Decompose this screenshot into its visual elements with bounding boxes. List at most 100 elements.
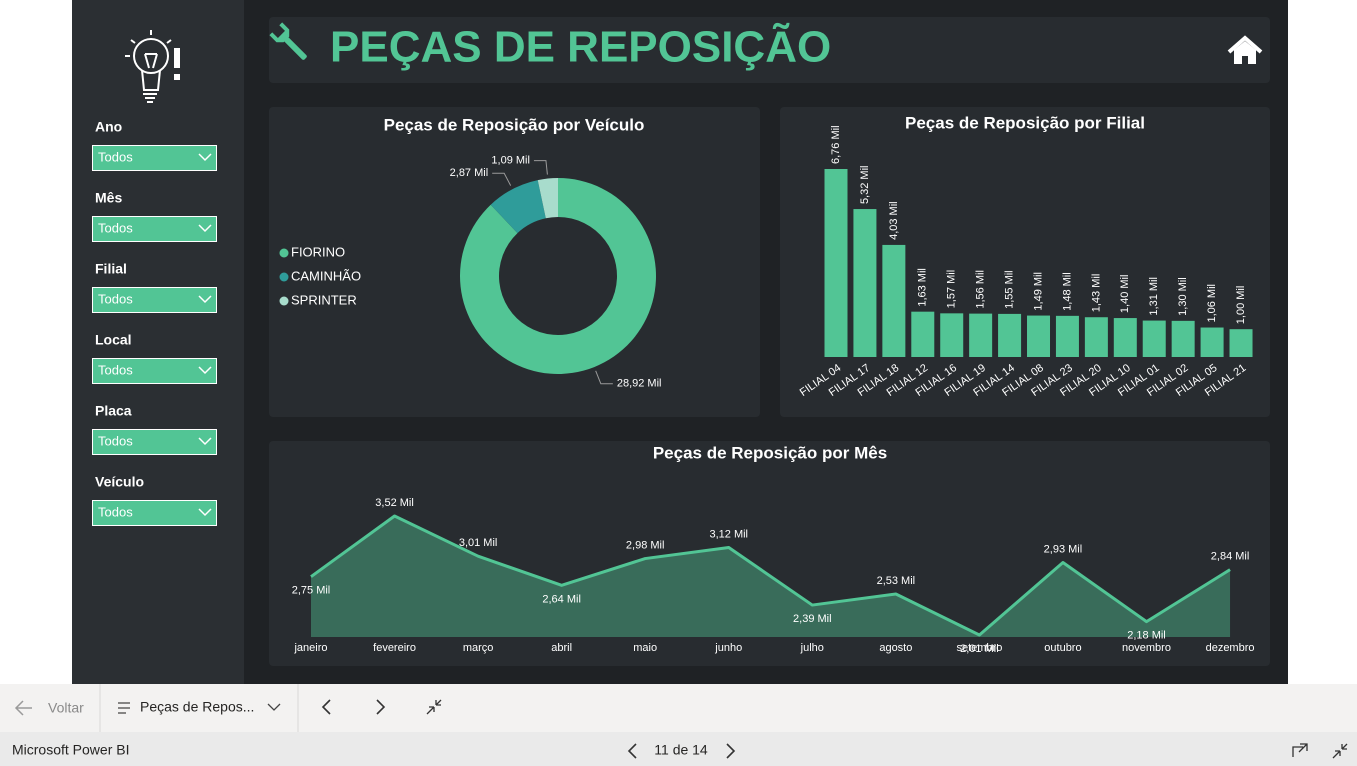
filter-value[interactable]: Todos xyxy=(98,220,133,235)
dropdown-chevron[interactable] xyxy=(198,224,212,233)
data-label: 1,31 Mil xyxy=(1148,277,1160,316)
line xyxy=(310,514,1231,637)
chart-title: Peças de Reposição por Veículo xyxy=(384,115,645,134)
bar xyxy=(998,313,1022,357)
area-panel xyxy=(269,441,1270,666)
bar xyxy=(1113,318,1137,357)
exit-fullscreen[interactable] xyxy=(426,699,442,715)
legend-label: FIORINO xyxy=(291,244,345,259)
header-panel xyxy=(269,17,1270,83)
filter-value[interactable]: Todos xyxy=(98,149,133,164)
filter-dropdown[interactable] xyxy=(92,429,217,455)
bar xyxy=(882,244,906,357)
data-label: 1,63 Mil xyxy=(917,268,929,307)
next-page[interactable] xyxy=(376,699,386,715)
bar xyxy=(969,313,993,357)
data-label: 28,92 Mil xyxy=(617,378,662,390)
filter-dropdown[interactable] xyxy=(92,500,217,526)
data-label: 1,55 Mil xyxy=(1003,270,1015,309)
data-label: 1,43 Mil xyxy=(1090,274,1102,313)
filter-label: Mês xyxy=(95,190,122,206)
home-button[interactable] xyxy=(1227,35,1263,64)
bar xyxy=(1171,320,1195,357)
exit-fullscreen[interactable] xyxy=(1332,743,1348,759)
filter-label: Veículo xyxy=(95,474,144,490)
filter-dropdown[interactable] xyxy=(92,145,217,171)
x-tick-label: setembro xyxy=(956,642,1002,654)
data-label: 1,00 Mil xyxy=(1235,286,1247,325)
previous-page[interactable] xyxy=(321,699,331,715)
donut-panel xyxy=(269,107,760,417)
report-title: PEÇAS DE REPOSIÇÃO xyxy=(330,22,831,72)
dropdown-chevron[interactable] xyxy=(198,508,212,517)
legend-marker xyxy=(279,248,289,258)
dropdown-chevron[interactable] xyxy=(198,153,212,162)
page-selector[interactable]: Peças de Repos... xyxy=(140,699,254,715)
data-label: 2,64 Mil xyxy=(542,593,581,605)
x-tick-label: novembro xyxy=(1122,642,1171,654)
share-button[interactable] xyxy=(1292,743,1308,757)
leader-line xyxy=(595,370,613,385)
x-tick-label: maio xyxy=(633,642,657,654)
dropdown-chevron[interactable] xyxy=(198,437,212,446)
app-name: Microsoft Power BI xyxy=(12,742,129,758)
data-label: 2,39 Mil xyxy=(793,613,832,625)
data-label: 1,48 Mil xyxy=(1061,272,1073,311)
chart-title: Peças de Reposição por Mês xyxy=(653,443,887,462)
data-label: 1,57 Mil xyxy=(946,270,958,309)
x-tick-label: fevereiro xyxy=(373,642,416,654)
bar xyxy=(1055,315,1079,357)
legend-marker xyxy=(279,272,289,282)
x-tick-label: março xyxy=(463,642,494,654)
filter-value[interactable]: Todos xyxy=(98,504,133,519)
back-arrow[interactable] xyxy=(14,700,32,716)
leader-line xyxy=(492,172,512,186)
donut-slice xyxy=(537,178,558,219)
filter-dropdown[interactable] xyxy=(92,287,217,313)
filter-value[interactable]: Todos xyxy=(98,433,133,448)
bar xyxy=(1229,329,1253,357)
data-label: 2,93 Mil xyxy=(1044,543,1083,555)
data-label: 2,01 Mil xyxy=(960,643,999,655)
bar xyxy=(911,311,935,357)
data-label: 5,32 Mil xyxy=(859,166,871,205)
previous-page[interactable] xyxy=(627,743,637,759)
data-label: 3,01 Mil xyxy=(459,537,498,549)
next-page[interactable] xyxy=(726,743,736,759)
dropdown-chevron[interactable] xyxy=(198,295,212,304)
legend-label: CAMINHÃO xyxy=(291,268,361,283)
bar xyxy=(1084,317,1108,357)
data-label: 1,40 Mil xyxy=(1119,275,1131,314)
data-label: 1,09 Mil xyxy=(491,155,530,167)
bar xyxy=(853,209,877,357)
page-dropdown[interactable] xyxy=(267,703,281,711)
navigation-bar xyxy=(0,684,1357,732)
wrench-icon xyxy=(269,22,307,60)
sidebar xyxy=(72,0,244,684)
data-label: 3,52 Mil xyxy=(375,497,414,509)
bar xyxy=(1142,320,1166,357)
leader-line xyxy=(533,160,548,175)
x-tick-label: julho xyxy=(800,642,824,654)
data-label: 2,87 Mil xyxy=(450,167,489,179)
logo xyxy=(125,30,180,103)
pages-icon xyxy=(118,702,130,714)
filter-dropdown[interactable] xyxy=(92,358,217,384)
filter-label: Local xyxy=(95,332,132,348)
filter-value[interactable]: Todos xyxy=(98,362,133,377)
filter-label: Placa xyxy=(95,403,132,419)
filter-dropdown[interactable] xyxy=(92,216,217,242)
x-tick-label: agosto xyxy=(879,642,912,654)
x-tick-label: dezembro xyxy=(1206,642,1255,654)
donut-slice xyxy=(490,180,546,234)
back-button[interactable]: Voltar xyxy=(48,700,84,716)
x-tick-label: junho xyxy=(714,642,742,654)
bar xyxy=(940,313,964,357)
filter-value[interactable]: Todos xyxy=(98,291,133,306)
data-label: 1,06 Mil xyxy=(1206,284,1218,323)
data-label: 1,56 Mil xyxy=(975,270,987,309)
bar xyxy=(1200,327,1224,357)
dropdown-chevron[interactable] xyxy=(198,366,212,375)
